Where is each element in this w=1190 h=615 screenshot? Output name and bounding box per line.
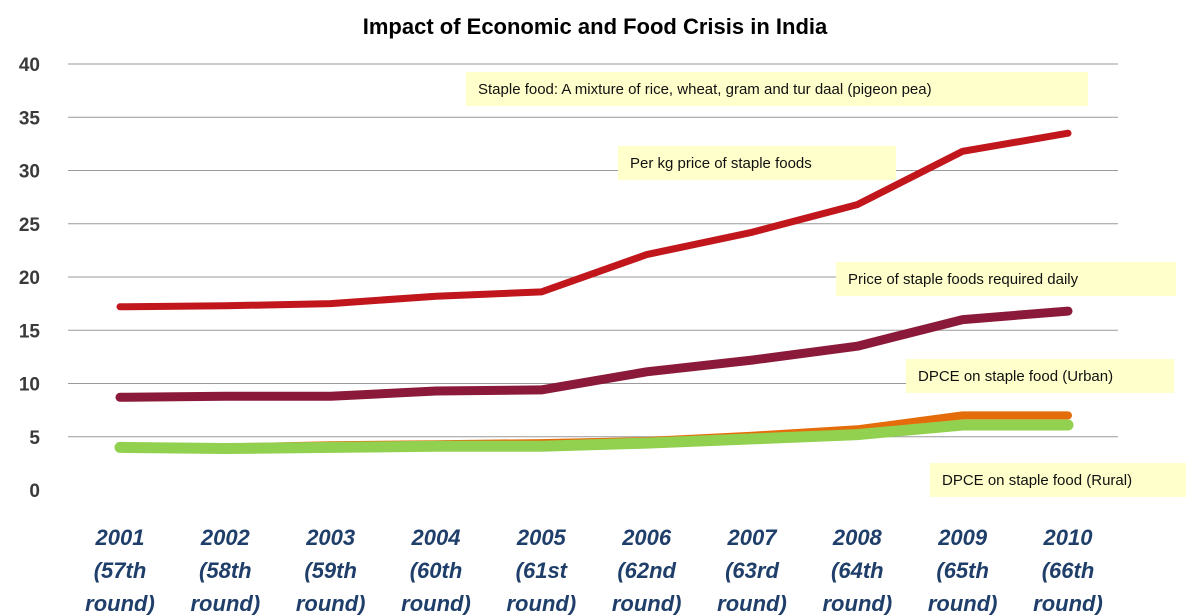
x-tick-label: round) [507, 591, 577, 615]
x-tick-label: round) [928, 591, 998, 615]
x-tick-label: (59th [304, 558, 357, 583]
annotation-text: Per kg price of staple foods [630, 155, 812, 172]
x-tick-label: 2009 [937, 525, 988, 550]
y-tick-label: 0 [29, 481, 40, 502]
x-tick-label: (64th [831, 558, 884, 583]
series-line-2 [115, 306, 1073, 402]
x-tick-label: round) [85, 591, 155, 615]
x-tick-label: (58th [199, 558, 252, 583]
x-tick-label: (61st [516, 558, 569, 583]
x-tick-label: round) [823, 591, 893, 615]
x-tick-label: round) [1033, 591, 1103, 615]
y-tick-label: 20 [19, 268, 40, 289]
y-tick-label: 40 [19, 55, 40, 76]
x-tick-label: (57th [94, 558, 147, 583]
annotation-text: Price of staple foods required daily [848, 271, 1079, 288]
x-tick-label: 2005 [516, 525, 567, 550]
annotation-box: Price of staple foods required daily [836, 262, 1176, 296]
annotation-background [930, 463, 1186, 497]
x-tick-label: (60th [410, 558, 463, 583]
annotations: Staple food: A mixture of rice, wheat, g… [466, 72, 1186, 497]
y-axis-ticks: 0 5 10 15 20 25 30 35 40 [19, 55, 41, 502]
annotation-box: Per kg price of staple foods [618, 146, 896, 180]
x-tick-label: 2001 [95, 525, 145, 550]
x-axis-ticks: 2001 (57th round) 2002 (58th round) 2003 (59th r… [85, 525, 1103, 615]
y-tick-label: 10 [19, 375, 40, 396]
chart-title: Impact of Economic and Food Crisis in In… [362, 14, 828, 39]
y-tick-label: 35 [19, 108, 41, 129]
x-tick-label: round) [401, 591, 471, 615]
x-tick-label: (63rd [725, 558, 779, 583]
series-line-1 [116, 129, 1072, 311]
y-tick-label: 5 [29, 428, 40, 449]
y-tick-label: 30 [19, 162, 40, 183]
annotation-background [906, 359, 1174, 393]
annotation-background [618, 146, 896, 180]
annotation-text: Staple food: A mixture of rice, wheat, g… [478, 81, 932, 98]
x-tick-label: (65th [936, 558, 989, 583]
x-tick-label: 2008 [832, 525, 883, 550]
annotation-background [466, 72, 1088, 106]
x-tick-label: round) [717, 591, 787, 615]
annotation-box: Staple food: A mixture of rice, wheat, g… [466, 72, 1088, 106]
annotation-background [836, 262, 1176, 296]
x-tick-label: round) [612, 591, 682, 615]
x-tick-label: 2006 [621, 525, 672, 550]
annotation-text: DPCE on staple food (Rural) [942, 472, 1132, 489]
x-tick-label: round) [191, 591, 261, 615]
x-tick-label: (62nd [617, 558, 676, 583]
y-tick-label: 25 [19, 215, 41, 236]
x-tick-label: 2007 [727, 525, 779, 550]
x-tick-label: round) [296, 591, 366, 615]
annotation-box: DPCE on staple food (Urban) [906, 359, 1174, 393]
series-line-4 [114, 419, 1074, 454]
x-tick-label: 2004 [411, 525, 461, 550]
annotation-box: DPCE on staple food (Rural) [930, 463, 1186, 497]
x-tick-label: 2003 [305, 525, 355, 550]
y-tick-label: 15 [19, 321, 41, 342]
annotation-text: DPCE on staple food (Urban) [918, 368, 1113, 385]
x-tick-label: 2002 [200, 525, 251, 550]
x-tick-label: 2010 [1043, 525, 1094, 550]
x-tick-label: (66th [1042, 558, 1095, 583]
series-lines [114, 129, 1074, 454]
